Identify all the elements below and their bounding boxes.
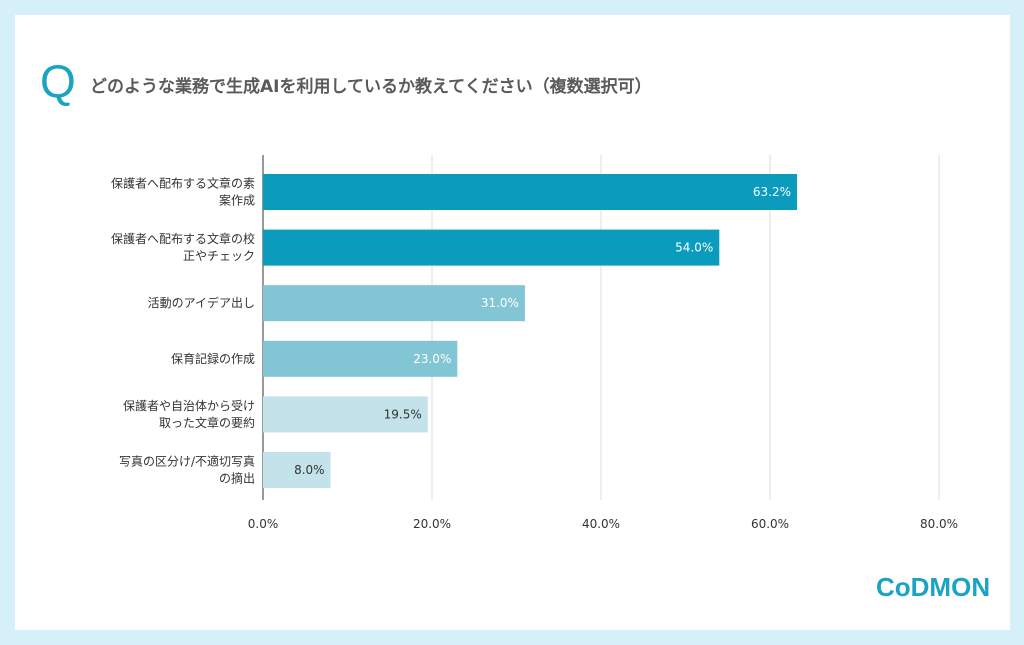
bar — [263, 452, 331, 488]
category-label: の摘出 — [219, 471, 255, 486]
bar — [263, 229, 720, 266]
tick-label: 0.0% — [248, 517, 279, 531]
data-label: 63.2% — [753, 185, 791, 199]
category-label: 保護者や自治体から受け — [123, 398, 255, 413]
chart-card — [15, 15, 1010, 630]
tick-label: 80.0% — [920, 517, 958, 531]
tick-label: 20.0% — [413, 517, 451, 531]
category-label: 案作成 — [219, 193, 255, 208]
chart-title: どのような業務で生成AIを利用しているか教えてください（複数選択可） — [90, 77, 652, 97]
bar — [263, 396, 428, 433]
category-label: 正やチェック — [183, 249, 255, 263]
category-label: 保護者へ配布する文章の校 — [111, 231, 255, 246]
question-mark: Q — [40, 55, 76, 107]
bar — [263, 174, 798, 210]
category-label: 活動のアイデア出し — [148, 295, 255, 310]
data-label: 31.0% — [481, 296, 519, 310]
data-label: 54.0% — [675, 241, 713, 255]
category-label: 保護者へ配布する文章の素 — [111, 176, 255, 191]
tick-label: 60.0% — [751, 517, 789, 531]
category-label: 取った文章の要約 — [159, 415, 255, 430]
category-label: 写真の区分け/不適切写真 — [119, 454, 255, 469]
data-label: 23.0% — [413, 352, 451, 366]
bar — [263, 285, 525, 322]
data-label: 19.5% — [384, 407, 422, 421]
category-label: 保育記録の作成 — [171, 351, 255, 366]
codmon-logo: CoDMON — [876, 572, 991, 602]
tick-label: 40.0% — [582, 517, 620, 531]
data-label: 8.0% — [294, 463, 325, 477]
bar — [263, 340, 458, 377]
